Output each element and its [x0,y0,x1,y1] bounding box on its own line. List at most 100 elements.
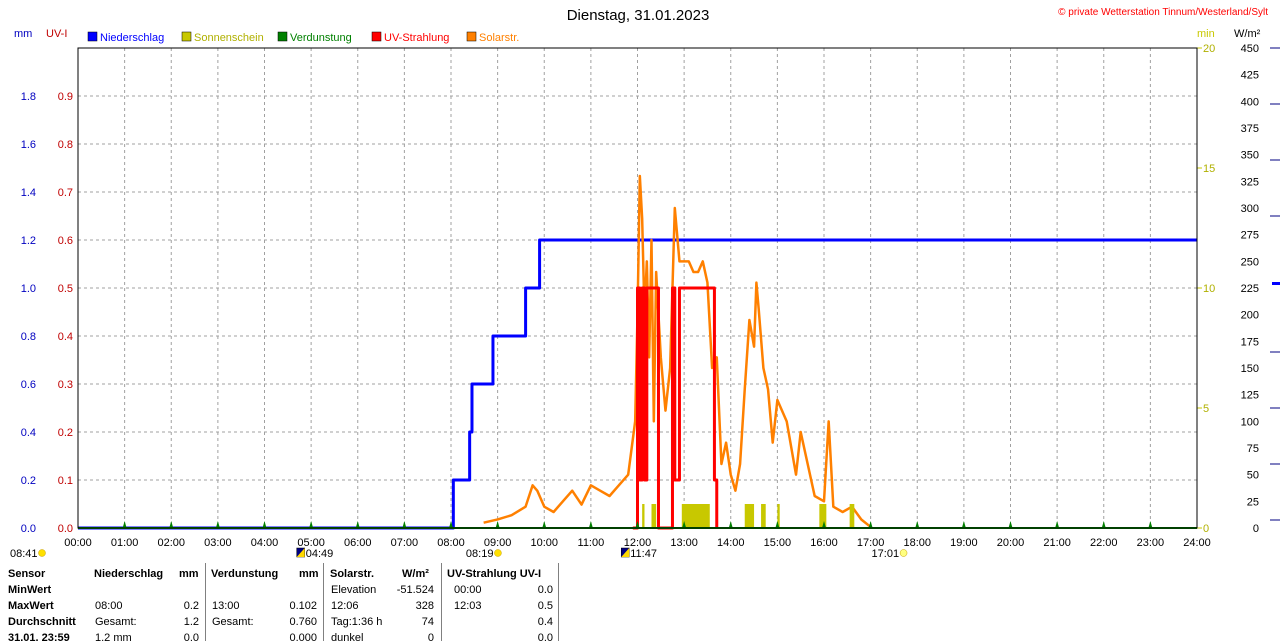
wm2-tick-label: 400 [1241,96,1259,108]
x-tick-label: 17:00 [857,537,885,549]
x-tick-label: 22:00 [1090,537,1118,549]
axis-unit-min: min [1197,28,1215,40]
wm2-tick-label: 25 [1247,496,1259,508]
uvi-tick-label: 0.9 [58,91,73,103]
stats-cell-v-val: 0.760 [289,616,317,628]
stats-cell-u-time: 00:00 [454,584,482,596]
x-tick-label: 16:00 [810,537,838,549]
mm-tick-label: 0.6 [21,379,36,391]
series-verdunstung-marker [822,521,826,528]
uvi-tick-label: 0.5 [58,283,73,295]
x-tick-label: 24:00 [1183,537,1211,549]
series-verdunstung-marker [868,521,873,528]
x-tick-label: 18:00 [903,537,931,549]
min-tick-label: 0 [1203,523,1209,535]
series-verdunstung-marker [309,521,314,528]
min-tick-label: 20 [1203,43,1215,55]
stats-header-wm2: W/m² [402,568,429,580]
stats-cell-label: Durchschnitt [8,616,76,628]
min-tick-label: 5 [1203,403,1209,415]
series-solarstr--line [483,174,872,528]
series-sonnenschein-bar [819,504,827,528]
axis-ticks: 00:00 01:00 02:00 03:00 04:00 05:00 06:00 07:00… [21,43,1259,549]
series-verdunstung-marker [728,521,733,528]
x-tick-label: 14:00 [717,537,745,549]
mm-tick-label: 1.0 [21,283,36,295]
x-tick-label: 11:00 [578,537,605,549]
x-tick-label: 19:00 [950,537,978,549]
mm-tick-label: 0.0 [21,523,36,535]
legend-label: UV-Strahlung [384,32,449,44]
series-uv-strahlung-line [632,286,719,530]
x-tick-label: 03:00 [204,537,232,549]
event-time: 04:49 [306,548,334,560]
stats-cell-u-val: 0.0 [537,632,553,644]
wm2-tick-label: 175 [1241,336,1259,348]
x-tick-label: 15:00 [764,537,792,549]
legend-label: Verdunstung [290,32,352,44]
x-tick-label: 05:00 [297,537,325,549]
stats-cell-s-val: 0 [427,632,434,644]
stats-header-solar: Solarstr. [330,568,375,580]
wm2-tick-label: 300 [1241,203,1259,215]
sun-icon [38,549,46,557]
x-tick-label: 21:00 [1043,537,1071,549]
stats-header-uv: UV-Strahlung UV-I [447,568,542,580]
series-verdunstung-marker [1101,521,1106,528]
event-time: 08:19 [466,548,494,560]
series-verdunstung-marker [1055,521,1060,528]
series-sonnenschein-bar [777,504,780,528]
legend-label: Niederschlag [100,32,164,44]
series-niederschlag-line [78,238,1197,530]
stats-cell-n-val: 1.2 [183,616,199,628]
stats-cell-u-val: 0.5 [537,600,553,612]
series-verdunstung-marker [682,521,687,528]
series-verdunstung-marker [915,521,920,528]
legend-swatch [181,31,192,42]
legend-label: Sonnenschein [194,32,264,44]
stats-cell-u-val: 0.4 [537,616,553,628]
plot-frame [77,47,1198,529]
axis-unit-uvi: UV-I [46,28,67,40]
legend-swatch [466,31,477,42]
series-verdunstung-marker [775,521,780,528]
x-tick-label: 07:00 [391,537,419,549]
copyright-text: © private Wetterstation Tinnum/Westerlan… [1058,7,1268,18]
series-verdunstung-marker [635,521,640,528]
legend-label: Solarstr. [479,32,519,44]
wm2-tick-label: 350 [1241,150,1259,162]
series-verdunstung-marker [449,521,453,528]
uvi-tick-label: 0.0 [58,523,73,535]
x-tick-label: 20:00 [997,537,1025,549]
sunset-icon [899,549,908,557]
series-verdunstung-marker [542,521,547,528]
wm2-tick-label: 150 [1241,363,1259,375]
stats-cell-n-val: 0.2 [183,600,199,612]
x-tick-label: 02:00 [157,537,185,549]
stats-cell-v-val: 0.102 [289,600,317,612]
event-time: 17:01 [872,548,900,560]
series-verdunstung-marker [402,521,407,528]
wm2-tick-label: 425 [1241,70,1259,82]
stats-cell-n-val: 0.0 [183,632,199,644]
stats-cell-n-time: 08:00 [95,600,123,612]
stats-table: Sensor Niederschlag mm Verdunstung mm So… [0,563,560,644]
stats-cell-n-time: Gesamt: [95,616,137,628]
stats-cell-v-val: 0.000 [289,632,317,644]
stats-header-mm2: mm [299,568,319,580]
stats-cell-s-val: 328 [415,600,434,612]
series-verdunstung-marker [169,521,174,528]
series-sonnenschein-bar [849,504,855,528]
moon-icon-shade [296,548,305,557]
legend-swatch [371,31,382,42]
chart-title: Dienstag, 31.01.2023 [567,7,710,24]
weather-chart: Dienstag, 31.01.2023 © private Wettersta… [10,7,1280,560]
uvi-tick-label: 0.7 [58,187,73,199]
mm-tick-label: 1.6 [21,139,36,151]
stats-cell-v-time: Gesamt: [212,616,254,628]
moon-icon-shade [621,548,630,557]
stats-header-niederschlag: Niederschlag [94,568,164,580]
series-verdunstung-marker [355,521,360,528]
wm2-tick-label: 450 [1241,43,1259,55]
wm2-tick-label: 325 [1241,176,1259,188]
